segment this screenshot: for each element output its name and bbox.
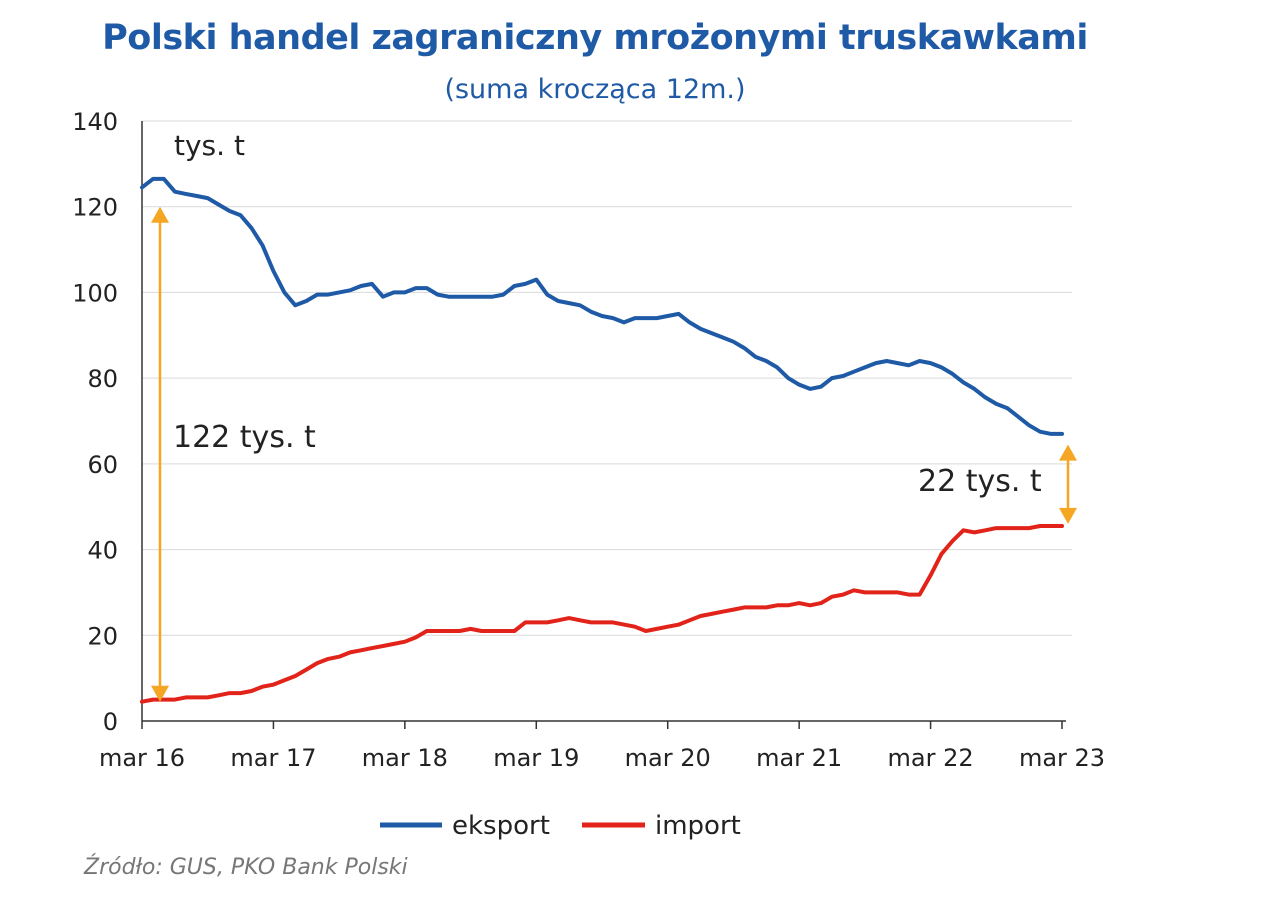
y-tick-label: 80 — [87, 365, 118, 393]
y-tick-label: 120 — [72, 194, 118, 222]
y-tick-label: 40 — [87, 537, 118, 565]
x-tick-label: mar 16 — [99, 744, 185, 772]
x-tick-label: mar 19 — [493, 744, 579, 772]
x-tick-label: mar 18 — [362, 744, 448, 772]
chart-title: Polski handel zagraniczny mrożonymi trus… — [102, 18, 1088, 58]
x-tick-label: mar 22 — [888, 744, 974, 772]
annotation-122: 122 tys. t — [173, 420, 316, 455]
series-line-import — [140, 524, 1064, 704]
series-line-eksport — [140, 176, 1064, 436]
legend-label-import: import — [655, 811, 741, 841]
chart-subtitle: (suma krocząca 12m.) — [444, 74, 746, 105]
difference-arrow-2016 — [151, 206, 169, 702]
difference-arrow-2016-head-bottom — [151, 685, 169, 702]
y-tick-label: 140 — [72, 108, 118, 136]
legend-label-eksport: eksport — [452, 811, 550, 841]
y-tick-label: 0 — [103, 708, 118, 736]
difference-arrow-2023 — [1059, 444, 1077, 524]
difference-arrow-2016-head-top — [151, 206, 169, 223]
axes: 0 20 40 60 80 100 120 140 mar 16 mar 17 mar 18 mar … — [72, 108, 1105, 772]
legend: eksport import — [380, 811, 741, 841]
series-lines — [140, 176, 1064, 704]
difference-arrow-2023-head-bottom — [1059, 507, 1077, 524]
unit-label: tys. t — [174, 129, 245, 162]
y-tick-label: 20 — [87, 622, 118, 650]
y-tick-label: 100 — [72, 279, 118, 307]
annotation-22: 22 tys. t — [918, 464, 1042, 499]
x-tick-label: mar 21 — [756, 744, 842, 772]
y-tick-label: 60 — [87, 451, 118, 479]
x-tick-label: mar 17 — [230, 744, 316, 772]
x-tick-label: mar 23 — [1019, 744, 1105, 772]
difference-arrow-2023-head-top — [1059, 444, 1077, 461]
source-note: Źródło: GUS, PKO Bank Polski — [84, 855, 408, 880]
grid-lines — [142, 120, 1072, 636]
x-tick-label: mar 20 — [625, 744, 711, 772]
annotations: tys. t 122 tys. t 22 tys. t — [151, 129, 1077, 702]
